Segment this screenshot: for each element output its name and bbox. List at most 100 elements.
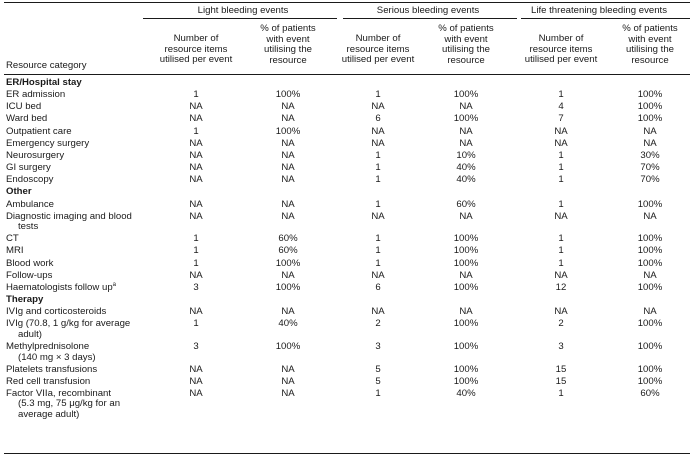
- cell-serious-items: 1: [375, 257, 381, 269]
- cell-serious-items: NA: [371, 101, 385, 113]
- cell-light-pct: 100%: [275, 89, 301, 101]
- column-header-serious-pct: resource: [447, 54, 485, 66]
- row-label: Diagnostic imaging and blood: [6, 210, 132, 222]
- column-header-serious-pct: with event: [444, 33, 488, 45]
- cell-life-pct: 100%: [637, 281, 663, 293]
- cell-serious-pct: 40%: [456, 387, 476, 399]
- column-header-life-pct: utilising the: [626, 44, 674, 55]
- row-label-continuation: (5.3 mg, 75 μg/kg for an: [18, 398, 121, 410]
- column-header-serious-items: utilised per event: [341, 54, 415, 65]
- cell-serious-pct: NA: [459, 269, 473, 281]
- column-header-serious-items: resource items: [346, 43, 410, 55]
- column-header-light-pct: with event: [266, 33, 310, 45]
- cell-light-items: NA: [189, 149, 203, 161]
- column-header-life-items: resource items: [529, 43, 593, 55]
- cell-light-pct: 60%: [278, 245, 298, 257]
- column-header-life-pct: with event: [628, 33, 672, 45]
- cell-light-items: 1: [193, 89, 199, 101]
- cell-serious-items: 3: [375, 341, 381, 352]
- cell-life-items: 15: [555, 363, 567, 375]
- cell-life-pct: 100%: [637, 363, 663, 375]
- cell-serious-pct: 100%: [453, 257, 479, 269]
- cell-life-pct: NA: [643, 269, 657, 281]
- cell-light-pct: NA: [281, 162, 295, 174]
- cell-life-pct: 100%: [637, 198, 663, 210]
- cell-light-pct: NA: [281, 363, 295, 375]
- row-label: Neurosurgery: [6, 149, 65, 161]
- cell-life-items: 2: [558, 318, 564, 330]
- cell-light-pct: NA: [281, 101, 295, 113]
- cell-light-items: NA: [189, 101, 203, 113]
- row-label: Red cell transfusion: [6, 375, 91, 387]
- group-header-serious: Serious bleeding events: [376, 5, 480, 16]
- cell-light-pct: NA: [281, 149, 295, 161]
- cell-light-items: NA: [189, 198, 203, 210]
- cell-life-pct: 100%: [637, 233, 663, 245]
- section-label: Therapy: [6, 294, 44, 306]
- row-label: Methylprednisolone: [6, 341, 90, 352]
- cell-serious-items: 1: [375, 198, 381, 210]
- row-label: Haematologists follow upa: [6, 281, 116, 294]
- cell-serious-pct: NA: [459, 306, 473, 318]
- cell-life-items: 1: [558, 245, 564, 257]
- cell-life-pct: 70%: [640, 174, 660, 186]
- row-label: IVIg and corticosteroids: [6, 306, 107, 318]
- cell-light-items: 3: [193, 341, 199, 352]
- cell-light-pct: NA: [281, 174, 295, 186]
- cell-serious-pct: 100%: [453, 318, 479, 330]
- row-label-continuation: tests: [18, 221, 39, 233]
- cell-life-pct: 100%: [637, 318, 663, 330]
- group-header-life-threatening: Life threatening bleeding events: [530, 5, 668, 16]
- cell-light-items: NA: [189, 306, 203, 318]
- column-header-life-pct: resource: [631, 54, 669, 66]
- cell-serious-pct: NA: [459, 210, 473, 222]
- cell-light-items: 1: [193, 257, 199, 269]
- column-header-light-pct: resource: [269, 54, 307, 66]
- cell-life-pct: 100%: [637, 341, 663, 352]
- cell-serious-items: 1: [375, 174, 381, 186]
- cell-serious-items: 1: [375, 387, 381, 399]
- cell-light-pct: 100%: [275, 341, 301, 352]
- cell-light-items: 3: [193, 281, 199, 293]
- row-label: Outpatient care: [6, 125, 72, 137]
- cell-life-pct: 100%: [637, 113, 663, 125]
- row-label: CT: [6, 233, 19, 245]
- column-header-light-items: resource items: [164, 43, 228, 55]
- cell-serious-pct: 10%: [456, 149, 476, 161]
- column-header-light-items: utilised per event: [159, 54, 233, 65]
- cell-light-pct: 100%: [275, 281, 301, 293]
- cell-light-pct: NA: [281, 306, 295, 318]
- cell-serious-items: NA: [371, 306, 385, 318]
- cell-light-pct: NA: [281, 137, 295, 149]
- cell-serious-pct: NA: [459, 101, 473, 113]
- cell-serious-pct: 100%: [453, 245, 479, 257]
- row-label: Factor VIIa, recombinant: [6, 387, 112, 399]
- cell-light-items: NA: [189, 269, 203, 281]
- cell-light-pct: 100%: [275, 125, 301, 137]
- cell-light-items: NA: [189, 387, 203, 399]
- cell-life-items: 7: [558, 113, 564, 125]
- cell-life-pct: NA: [643, 306, 657, 318]
- footnote-marker: a: [112, 281, 116, 288]
- cell-serious-items: NA: [371, 137, 385, 149]
- cell-serious-items: 5: [375, 363, 381, 375]
- cell-life-pct: 30%: [640, 149, 660, 161]
- cell-life-items: NA: [554, 269, 568, 281]
- cell-life-items: NA: [554, 125, 568, 137]
- row-label-continuation: (140 mg × 3 days): [18, 351, 96, 363]
- cell-light-pct: NA: [281, 387, 295, 399]
- cell-serious-items: 1: [375, 89, 381, 101]
- cell-life-items: 4: [558, 101, 564, 113]
- cell-life-items: 1: [558, 233, 564, 245]
- cell-serious-items: 1: [375, 233, 381, 245]
- cell-light-pct: 60%: [278, 233, 298, 245]
- row-label: Emergency surgery: [6, 137, 90, 149]
- cell-life-items: NA: [554, 306, 568, 318]
- cell-life-pct: 100%: [637, 245, 663, 257]
- row-label-continuation: adult): [18, 328, 42, 340]
- row-label: Follow-ups: [6, 269, 53, 281]
- cell-light-pct: NA: [281, 375, 295, 387]
- cell-serious-items: 1: [375, 149, 381, 161]
- cell-life-pct: 70%: [640, 162, 660, 174]
